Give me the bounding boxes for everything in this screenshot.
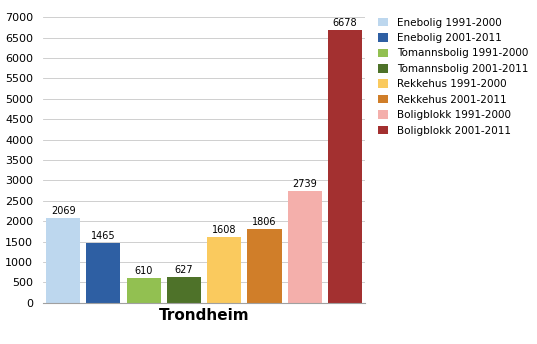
Text: 6678: 6678 [333,18,357,28]
Bar [86,243,120,303]
Text: 1806: 1806 [252,217,277,227]
Text: 610: 610 [134,266,153,276]
Text: 2739: 2739 [292,179,317,189]
Bar [127,278,161,303]
Text: 1608: 1608 [212,225,236,235]
Bar [46,218,80,303]
Text: 1465: 1465 [91,231,115,241]
Bar [207,237,241,303]
Text: 627: 627 [175,265,193,275]
Legend: Enebolig 1991-2000, Enebolig 2001-2011, Tomannsbolig 1991-2000, Tomannsbolig 200: Enebolig 1991-2000, Enebolig 2001-2011, … [376,15,530,138]
Text: 2069: 2069 [51,206,75,216]
Bar [288,191,322,303]
Bar [248,229,281,303]
Bar [167,277,201,303]
Bar [328,30,362,303]
